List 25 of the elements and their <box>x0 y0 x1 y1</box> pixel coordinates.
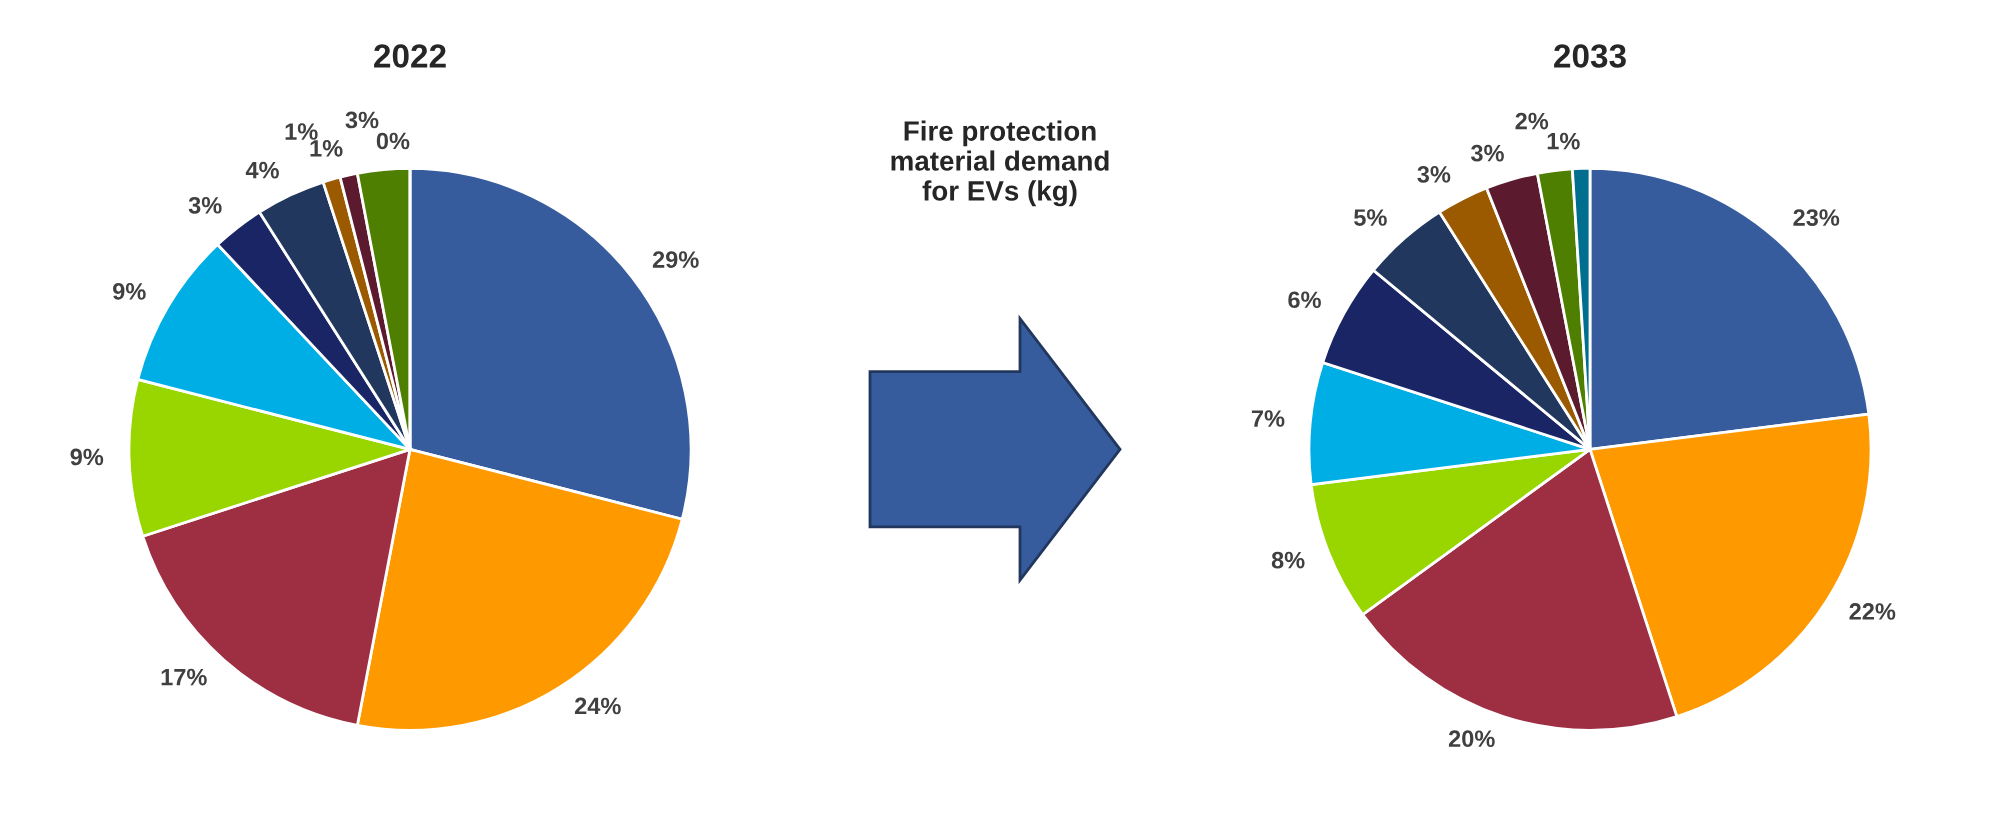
data-label: 20% <box>1448 730 1495 748</box>
data-label: 9% <box>70 448 104 466</box>
data-label: 22% <box>1849 603 1896 620</box>
chart-title: 2022 <box>374 44 446 68</box>
chart-title: 2033 <box>1554 44 1626 68</box>
data-label: 1% <box>310 140 343 157</box>
text: 0% <box>376 132 410 150</box>
data-label: 7% <box>1251 410 1285 427</box>
data-label: 17% <box>161 668 207 686</box>
data-label: 3% <box>1470 144 1504 162</box>
data-label: 29% <box>652 251 699 268</box>
data-label: 3% <box>345 111 379 129</box>
data-label: 1% <box>1547 132 1580 150</box>
data-label: 5% <box>1354 209 1387 226</box>
data-label: 4% <box>245 161 279 179</box>
data-label: 8% <box>1271 551 1305 569</box>
text: Fire protection material demand for EVs (kg) <box>891 120 1109 207</box>
data-label: 2% <box>1515 112 1549 130</box>
data-label: 6% <box>1288 291 1321 309</box>
data-label: 24% <box>574 697 621 715</box>
data-label: 23% <box>1793 209 1840 226</box>
data-label: 1% <box>285 123 318 140</box>
data-label: 3% <box>188 196 222 214</box>
data-label: 3% <box>1417 166 1451 183</box>
data-label: 9% <box>113 283 146 300</box>
